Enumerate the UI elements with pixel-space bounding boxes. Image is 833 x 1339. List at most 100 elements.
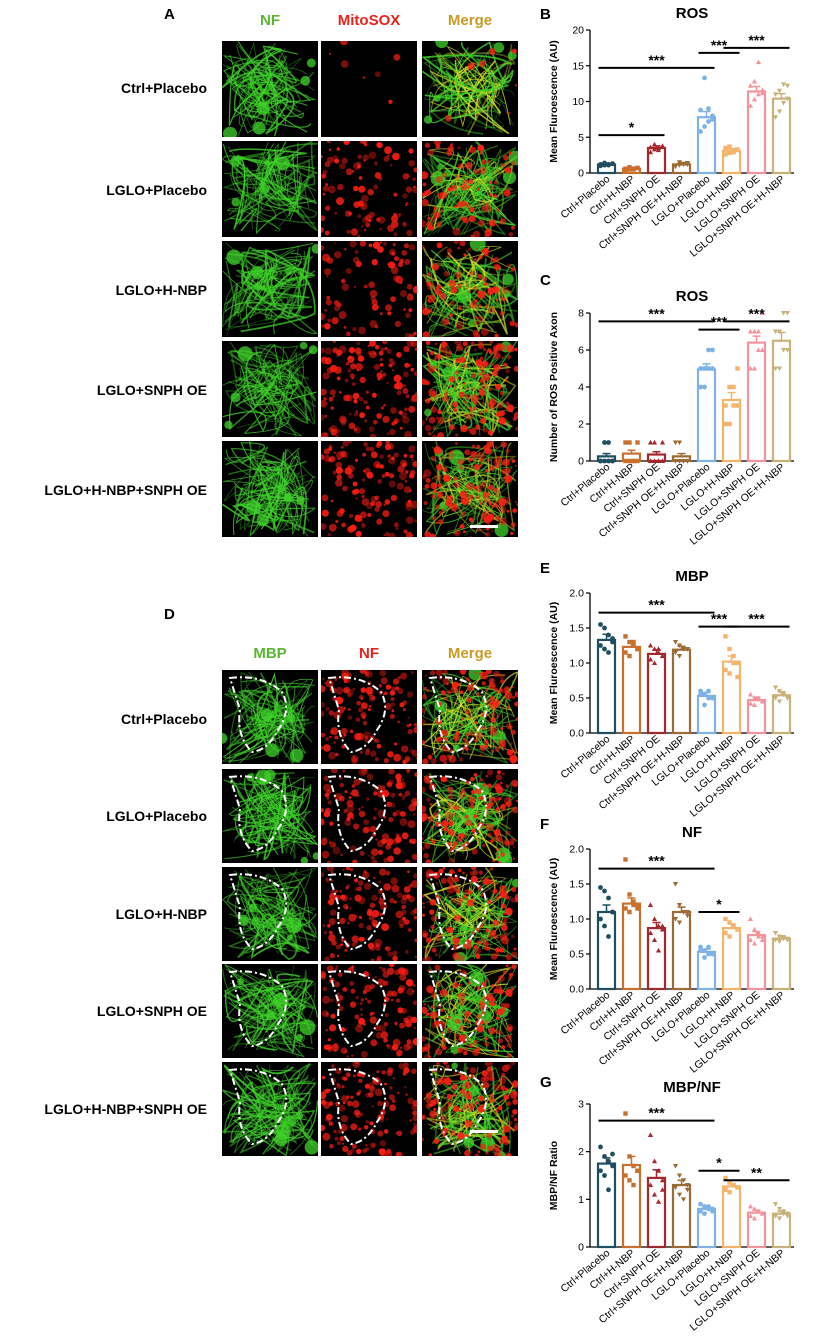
panel-a-mitosox-image (321, 341, 417, 437)
data-point (602, 646, 607, 652)
data-point (598, 643, 603, 648)
panel-a-merge-image (422, 241, 518, 337)
panel-d-nf-image (321, 1062, 417, 1156)
data-point (727, 1189, 732, 1195)
data-point (784, 96, 791, 102)
data-point (672, 1163, 679, 1169)
panel-a-merge-image (422, 341, 518, 437)
data-point (672, 640, 679, 645)
data-point (647, 656, 654, 662)
data-point (627, 1178, 632, 1183)
data-point (672, 650, 679, 656)
panel-a-nf-image (222, 41, 318, 137)
data-point (710, 116, 715, 122)
data-point (731, 384, 736, 390)
data-point (631, 643, 636, 648)
data-point (651, 1191, 658, 1197)
chart-ylabel-E: Mean Fluroescence (AU) (548, 602, 560, 725)
bar (771, 1212, 792, 1249)
data-point (751, 1206, 758, 1211)
data-point (684, 162, 691, 168)
panel-d-mbp-image (222, 1062, 318, 1156)
panel-d-nf-image (321, 964, 417, 1058)
significance-label: *** (748, 32, 765, 48)
data-point (731, 660, 736, 666)
data-point (759, 90, 766, 95)
significance-label: * (629, 119, 635, 135)
chart-ylabel-G: MBP/NF Ratio (548, 1141, 560, 1210)
y-tick-label: 2 (578, 419, 584, 431)
data-point (755, 91, 762, 97)
data-point (659, 923, 666, 928)
data-point (702, 1204, 707, 1209)
bar (671, 910, 692, 991)
data-point (772, 1214, 779, 1219)
data-point (731, 403, 736, 408)
data-point (635, 906, 640, 911)
data-point (647, 930, 654, 935)
data-point (698, 944, 703, 950)
data-point (702, 955, 707, 960)
panel-d-mbp-image (222, 769, 318, 863)
significance-label: * (716, 896, 722, 912)
data-point (751, 926, 758, 932)
y-tick-label: 8 (578, 308, 584, 320)
data-point (747, 83, 754, 88)
data-point (627, 639, 632, 645)
data-point (751, 940, 758, 946)
data-point (676, 163, 683, 168)
data-point (655, 947, 662, 953)
data-point (602, 923, 607, 929)
data-point (602, 440, 607, 445)
data-point (655, 147, 662, 153)
data-point (598, 162, 603, 167)
data-point (727, 1180, 732, 1185)
data-point (606, 1187, 611, 1193)
data-point (727, 671, 732, 676)
data-point (776, 689, 783, 694)
y-tick-label: 3 (578, 1099, 584, 1111)
data-point (706, 688, 711, 694)
data-point (647, 902, 654, 907)
data-point (727, 150, 732, 156)
data-point (647, 642, 654, 648)
data-point (735, 147, 740, 152)
panel-d-merge-image (422, 670, 518, 764)
significance-label: *** (648, 853, 665, 869)
data-point (735, 1185, 740, 1190)
region-outline (228, 1068, 288, 1146)
panel-d-mbp-image (222, 867, 318, 961)
panel-a-merge-image (422, 41, 518, 137)
bar (771, 694, 792, 735)
significance-label: *** (711, 314, 728, 330)
data-point (755, 59, 762, 65)
data-point (676, 440, 683, 446)
data-point (684, 913, 691, 919)
data-point (602, 888, 607, 894)
data-point (623, 906, 628, 911)
data-point (672, 882, 679, 887)
data-point (731, 923, 736, 929)
panel-a-mitosox-image (321, 41, 417, 137)
data-point (598, 458, 603, 464)
chart-title-E: MBP (675, 568, 708, 585)
panel-a-nf-image (222, 241, 318, 337)
data-point (702, 384, 707, 390)
panel-d-row-label: LGLO+H-NBP+SNPH OE (44, 1101, 207, 1117)
data-point (631, 1163, 636, 1169)
data-point (751, 78, 758, 84)
panel-a-row-label: LGLO+H-NBP (115, 282, 207, 298)
panel-a-row-label: LGLO+H-NBP+SNPH OE (44, 482, 207, 498)
data-point (784, 311, 791, 316)
data-point (759, 347, 766, 352)
data-point (780, 311, 787, 316)
data-point (623, 857, 628, 862)
panel-a-nf-image (222, 441, 318, 537)
data-point (776, 1216, 783, 1221)
data-point (747, 701, 754, 706)
data-point (610, 458, 615, 464)
chart-title-G: MBP/NF (663, 1079, 721, 1096)
data-point (602, 1173, 607, 1178)
data-point (727, 144, 732, 149)
